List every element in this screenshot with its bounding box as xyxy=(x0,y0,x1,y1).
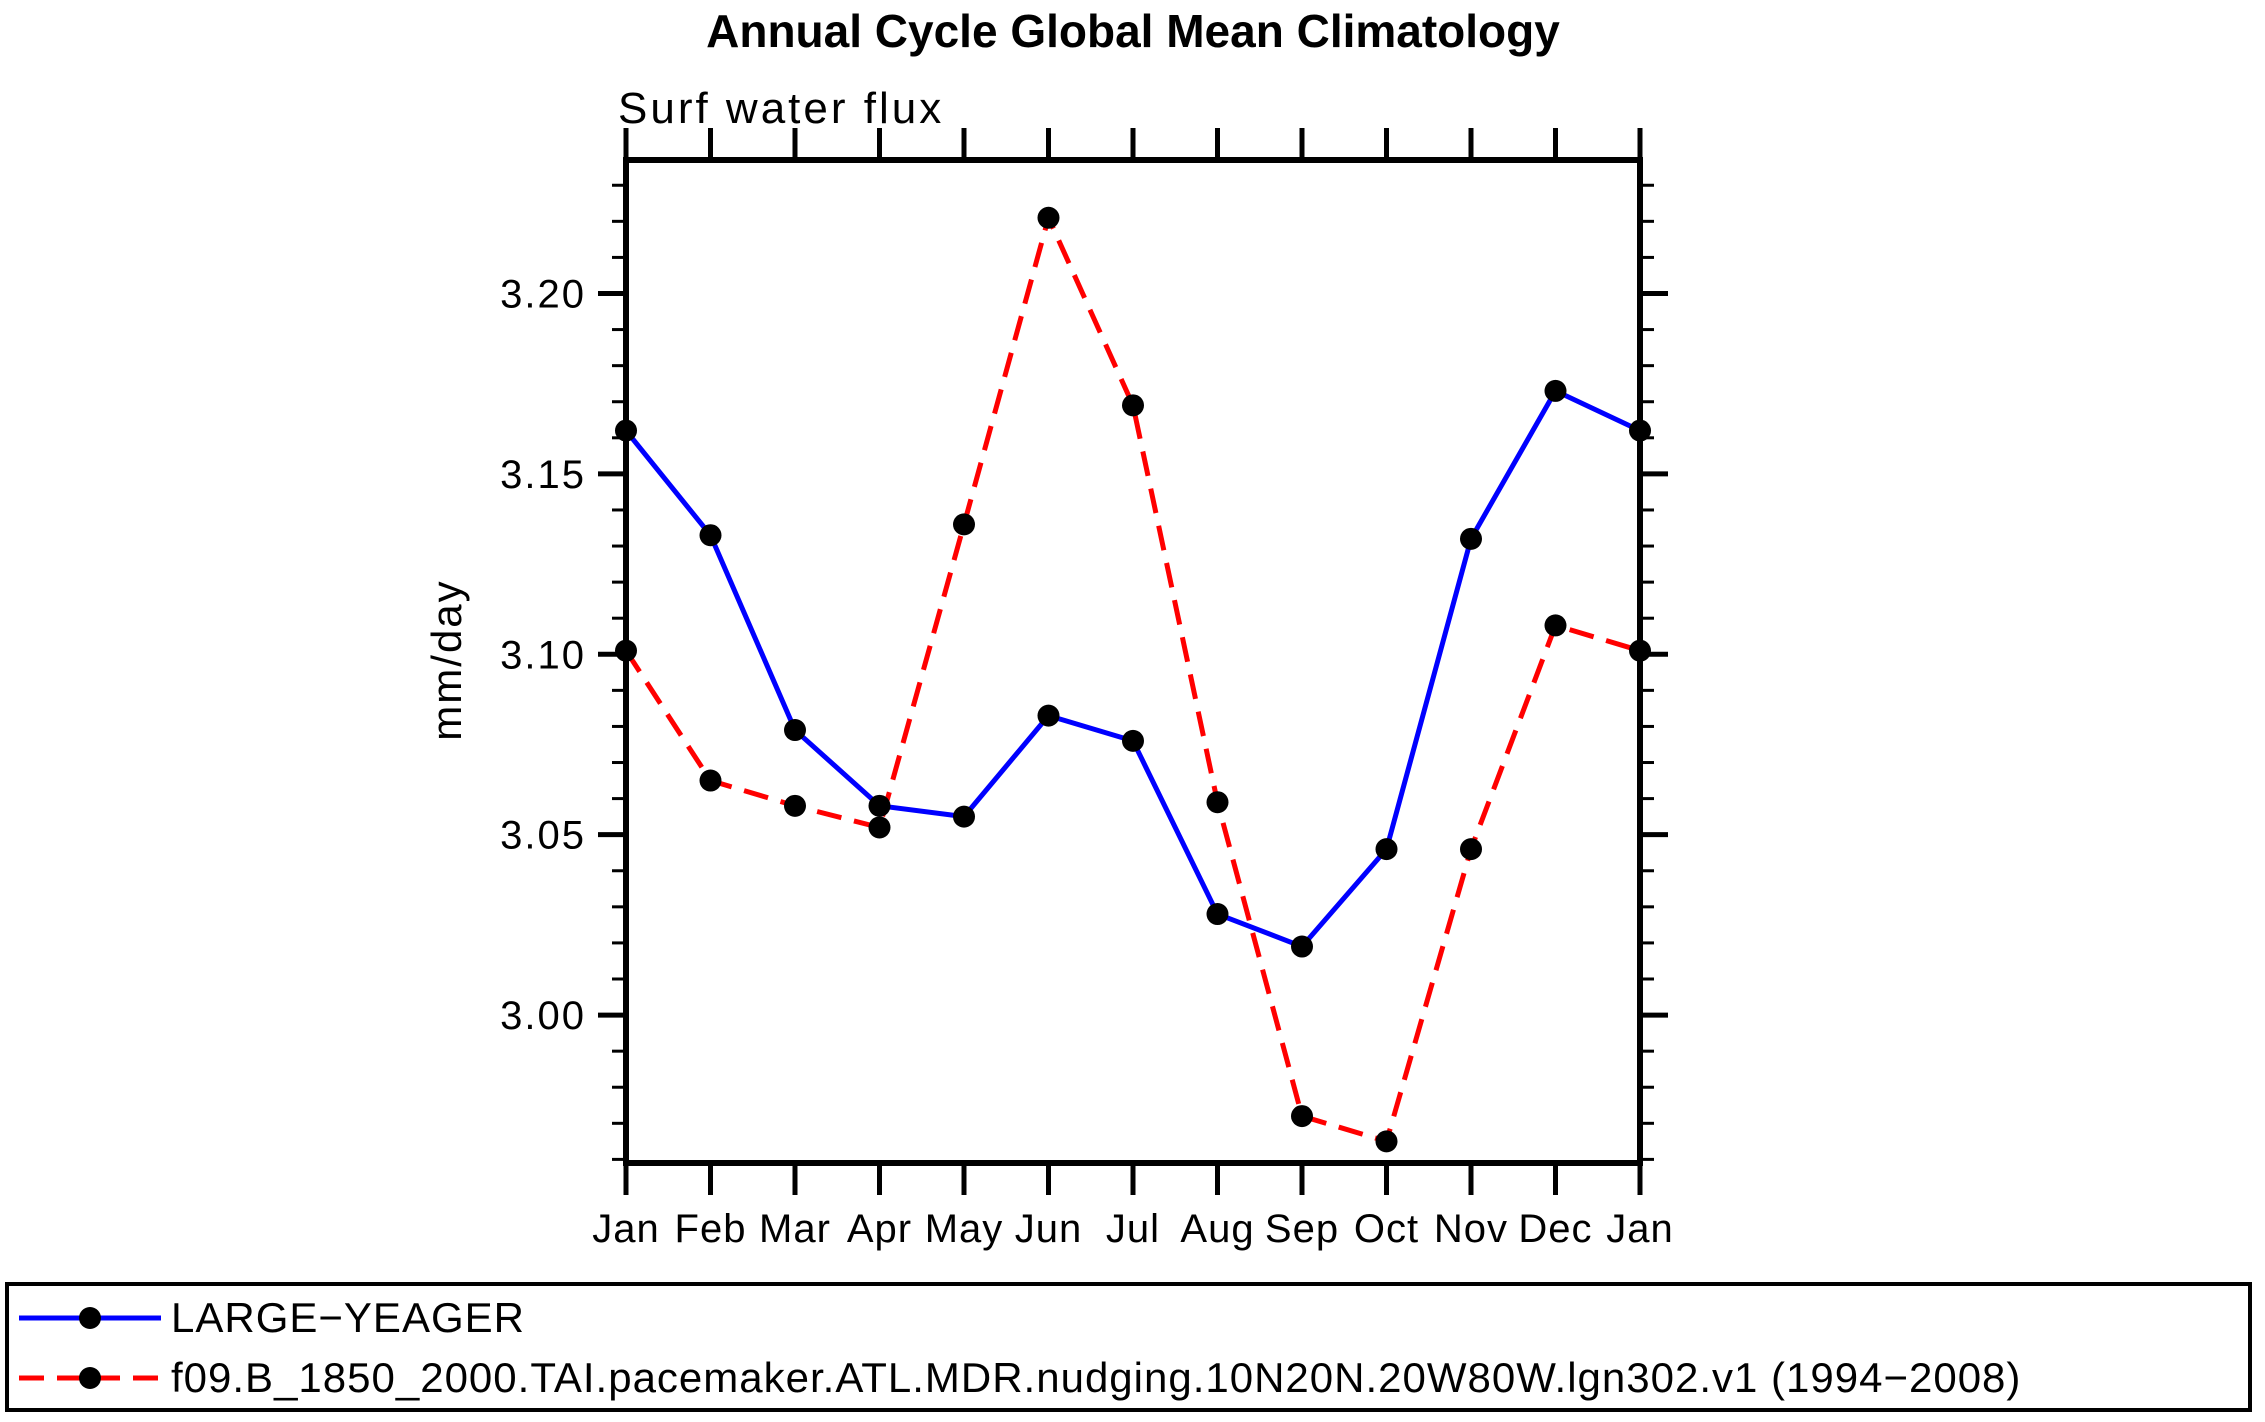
y-tick-label: 3.15 xyxy=(500,453,586,497)
y-tick-label: 3.05 xyxy=(500,814,586,858)
series-line-large-yeager xyxy=(624,388,1642,950)
data-point-marker xyxy=(953,805,975,828)
data-point-marker xyxy=(1291,935,1313,958)
y-axis-label: mm/day xyxy=(423,579,470,741)
y-tick-label: 3.00 xyxy=(500,994,586,1038)
chart-subtitle: Surf water flux xyxy=(618,84,945,133)
data-point-marker xyxy=(615,639,637,662)
legend-label: LARGE−YEAGER xyxy=(171,1294,525,1341)
data-point-marker xyxy=(784,719,806,742)
legend-line-sample-solid-icon xyxy=(19,1307,161,1329)
month-tick-label: Nov xyxy=(1434,1207,1508,1251)
data-point-marker xyxy=(1544,379,1567,402)
chart-legend: LARGE−YEAGER f09.B_1850_2000.TAI.pacemak… xyxy=(5,1282,2252,1412)
legend-entry-large-yeager: LARGE−YEAGER xyxy=(15,1292,525,1344)
data-point-marker xyxy=(1122,729,1144,752)
month-tick-label: Sep xyxy=(1265,1207,1339,1251)
month-tick-label: Jan xyxy=(1606,1207,1674,1251)
data-point-marker xyxy=(1375,1130,1398,1153)
data-point-marker xyxy=(1291,1105,1313,1128)
data-point-marker xyxy=(1544,614,1567,637)
month-tick-label: Mar xyxy=(759,1207,831,1251)
data-point-marker xyxy=(1375,838,1398,861)
data-point-marker xyxy=(868,816,891,839)
data-point-marker xyxy=(953,513,975,536)
data-point-marker xyxy=(1460,838,1482,861)
data-point-marker xyxy=(784,794,806,817)
month-tick-label: Feb xyxy=(675,1207,747,1251)
month-tick-label: Dec xyxy=(1518,1207,1592,1251)
series-line-f09-case xyxy=(623,215,1641,1144)
data-point-marker xyxy=(1206,791,1229,814)
month-tick-label: Jun xyxy=(1015,1207,1083,1251)
legend-line-sample-dashed-icon xyxy=(19,1367,161,1389)
y-tick-label: 3.20 xyxy=(500,272,586,316)
data-point-marker xyxy=(1460,527,1482,550)
data-point-marker xyxy=(699,524,722,547)
month-tick-label: Apr xyxy=(847,1207,912,1251)
data-point-marker xyxy=(615,419,637,442)
month-tick-label: Jul xyxy=(1106,1207,1160,1251)
legend-label: f09.B_1850_2000.TAI.pacemaker.ATL.MDR.nu… xyxy=(171,1354,2022,1401)
month-tick-label: Aug xyxy=(1180,1207,1254,1251)
month-tick-label: Oct xyxy=(1354,1207,1419,1251)
data-point-marker xyxy=(699,769,722,792)
data-point-marker xyxy=(1037,704,1060,727)
plot-box xyxy=(623,157,1643,1166)
data-point-marker xyxy=(1206,903,1229,926)
y-tick-label: 3.10 xyxy=(500,633,586,677)
data-point-marker xyxy=(1629,419,1651,442)
month-tick-label: May xyxy=(925,1207,1004,1251)
month-tick-label: Jan xyxy=(592,1207,660,1251)
data-point-marker xyxy=(868,794,891,817)
data-point-marker xyxy=(1629,639,1651,662)
legend-entry-f09-case: f09.B_1850_2000.TAI.pacemaker.ATL.MDR.nu… xyxy=(15,1352,2021,1404)
data-point-marker xyxy=(1122,394,1144,417)
chart-title: Annual Cycle Global Mean Climatology xyxy=(706,5,1560,57)
data-point-marker xyxy=(1037,206,1060,229)
